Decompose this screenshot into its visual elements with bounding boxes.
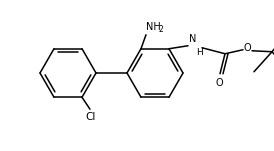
Text: 2: 2 <box>158 25 163 34</box>
Text: N: N <box>189 34 196 44</box>
Text: NH: NH <box>146 22 161 32</box>
Text: H: H <box>196 48 203 57</box>
Text: O: O <box>243 43 251 53</box>
Text: O: O <box>215 78 223 88</box>
Text: Cl: Cl <box>86 112 96 122</box>
